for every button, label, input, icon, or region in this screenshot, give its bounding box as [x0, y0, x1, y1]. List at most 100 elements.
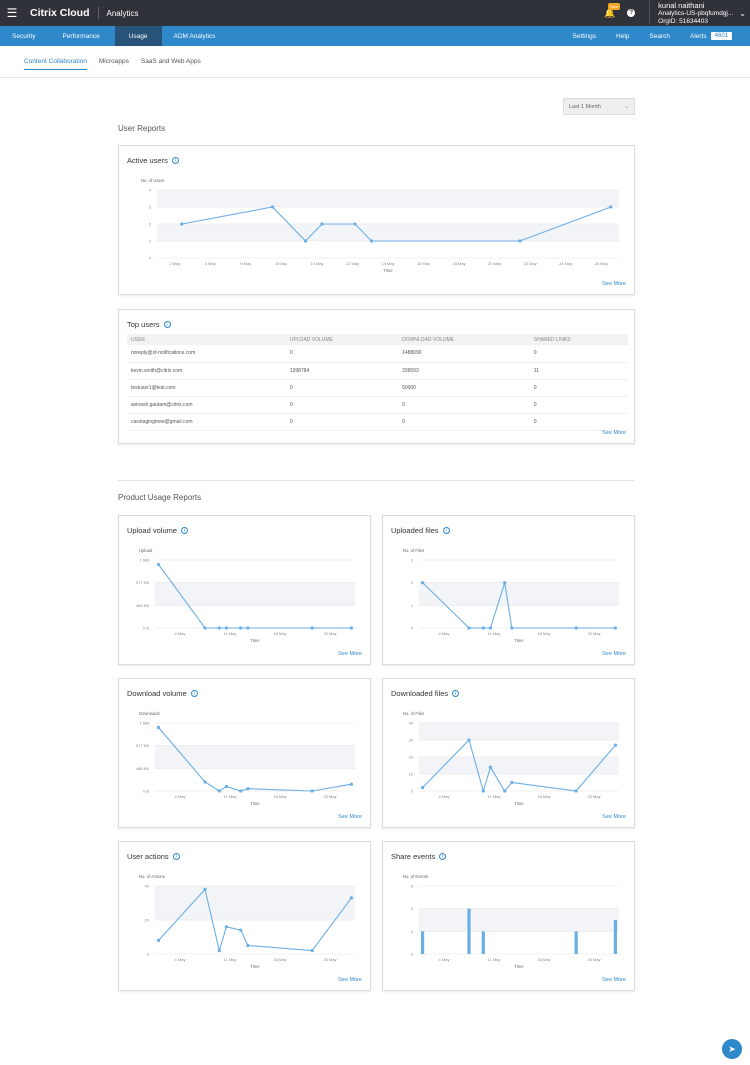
info-icon[interactable]: i — [181, 527, 189, 534]
brand-logo[interactable]: Citrix Cloud — [30, 7, 90, 19]
see-more-link[interactable]: See More — [602, 977, 626, 983]
data-point — [156, 562, 161, 567]
card-title: Downloaded files — [391, 689, 449, 698]
upload-volume-chart: 0 B 488 KB 977 KB 1 MB Upload 4 May 11 May 18 M… — [136, 548, 355, 643]
subtab-saas-web-apps[interactable]: SaaS and Web Apps — [140, 58, 201, 65]
see-more-link[interactable]: See More — [602, 281, 626, 287]
table-row: testuser1@test.com 0 50000 0 — [127, 379, 628, 397]
y-tick-label: 1 — [411, 603, 414, 608]
y-tick-label: 0 — [411, 952, 414, 957]
info-icon[interactable]: i — [171, 157, 179, 164]
column-header[interactable]: UPLOAD VOLUME — [285, 334, 399, 345]
y-tick-label: 0 — [411, 626, 414, 631]
column-header[interactable]: USER — [127, 334, 286, 345]
see-more-link[interactable]: See More — [338, 651, 362, 657]
data-point — [156, 938, 161, 942]
info-icon[interactable]: i — [172, 853, 180, 860]
card-title: Download volume — [127, 689, 187, 698]
see-more-link[interactable]: See More — [602, 430, 626, 436]
search-link[interactable]: Search — [649, 32, 671, 40]
bell-icon[interactable]: 🔔 New — [603, 2, 620, 18]
period-select[interactable]: Last 1 Month ⌄ — [563, 98, 635, 115]
table-row: caxstagingmee@gmail.com 0 0 0 — [127, 413, 628, 431]
table-cell: 0 — [285, 379, 399, 397]
help-icon[interactable]: ? — [627, 9, 636, 17]
x-tick-label: 12 May — [346, 261, 359, 266]
brand-divider — [97, 7, 99, 19]
subtab-microapps[interactable]: Microapps — [98, 58, 129, 65]
info-icon[interactable]: i — [452, 690, 460, 697]
y-tick-label: 20 — [409, 755, 414, 760]
data-point — [217, 949, 221, 953]
column-header[interactable]: SHARED LINKS — [529, 334, 628, 345]
x-tick-label: 20 May — [488, 261, 501, 266]
help-link[interactable]: Help — [616, 32, 630, 40]
grid-band — [157, 190, 619, 207]
share-events-chart: 0 2 4 6 No. of Events 4 May 11 May 18 May 25 May… — [403, 874, 619, 969]
card-title: Uploaded files — [391, 526, 439, 535]
data-point — [246, 787, 250, 791]
info-icon[interactable]: i — [439, 853, 447, 860]
data-point — [224, 626, 229, 630]
see-more-link[interactable]: See More — [602, 651, 626, 657]
grid-band — [419, 757, 619, 774]
data-point — [156, 725, 161, 730]
see-more-link[interactable]: See More — [338, 814, 362, 820]
table-cell: 50000 — [398, 379, 530, 397]
data-point — [467, 626, 471, 630]
x-axis-label: Time — [383, 268, 393, 273]
alerts-link[interactable]: Alerts 4601 — [680, 26, 742, 46]
section-title-user-reports: User Reports — [118, 124, 166, 133]
data-point — [574, 626, 578, 630]
notification-badge: New — [607, 2, 620, 10]
user-menu[interactable]: kunal naithani Analytics-US-pbqfumdgj...… — [649, 0, 733, 26]
data-point — [246, 943, 250, 948]
menu-icon[interactable]: ☰ — [6, 6, 18, 20]
x-tick-label: 11 May — [488, 631, 501, 636]
alerts-count-badge: 4601 — [710, 32, 732, 40]
see-more-link[interactable]: See More — [602, 814, 626, 820]
x-tick-label: 25 May — [587, 794, 600, 799]
series-line — [158, 564, 352, 629]
info-icon[interactable]: i — [190, 690, 198, 697]
table-cell: 0 — [285, 413, 399, 431]
data-point — [420, 581, 425, 585]
tab-security[interactable]: Security — [12, 32, 36, 40]
download-volume-chart: 0 B 488 KB 977 KB 1 MB Downloads 4 May 11 May 1… — [136, 711, 355, 806]
table-cell: 339593 — [398, 362, 530, 380]
x-tick-label: 18 May — [273, 794, 286, 799]
series-line — [422, 738, 616, 793]
top-users-card: Top users i USER UPLOAD VOLUME DOWNLOAD V… — [118, 309, 635, 444]
x-tick-label: 22 May — [524, 261, 537, 266]
data-point — [613, 743, 618, 747]
settings-link[interactable]: Settings — [572, 32, 597, 40]
y-tick-label: 1 MB — [140, 558, 150, 563]
data-point — [503, 789, 507, 793]
info-icon[interactable]: i — [442, 527, 450, 534]
card-title: Top users — [127, 320, 160, 329]
y-tick-label: 2 — [149, 222, 152, 227]
x-tick-label: 18 May — [537, 957, 550, 962]
tab-usage[interactable]: Usage — [114, 26, 162, 46]
main-nav: Security Performance Usage ADM Analytics… — [0, 26, 750, 46]
data-point — [180, 222, 184, 226]
x-tick-label: 24 May — [559, 261, 572, 266]
section-title-product-usage: Product Usage Reports — [118, 493, 202, 502]
column-header[interactable]: DOWNLOAD VOLUME — [398, 334, 530, 345]
chevron-down-icon[interactable]: ⌄ — [739, 8, 746, 18]
see-more-link[interactable]: See More — [338, 977, 362, 983]
navigation-icon[interactable]: ➤ — [722, 1039, 742, 1059]
table-cell: noreply@sf-notifications.com — [127, 345, 286, 363]
x-tick-label: 18 May — [273, 957, 286, 962]
grid-band — [419, 908, 619, 932]
info-icon[interactable]: i — [163, 321, 171, 328]
tab-adm-analytics[interactable]: ADM Analytics — [173, 32, 216, 40]
table-cell: kevin.smith@citrix.com — [127, 362, 286, 380]
subtab-content-collaboration[interactable]: Content Collaboration — [24, 54, 87, 70]
tab-performance[interactable]: Performance — [62, 32, 100, 40]
y-tick-label: 977 KB — [136, 580, 149, 585]
y-tick-label: 0 B — [143, 626, 149, 631]
data-point — [518, 239, 522, 243]
table-cell: 0 — [529, 345, 628, 363]
data-point — [203, 887, 207, 891]
